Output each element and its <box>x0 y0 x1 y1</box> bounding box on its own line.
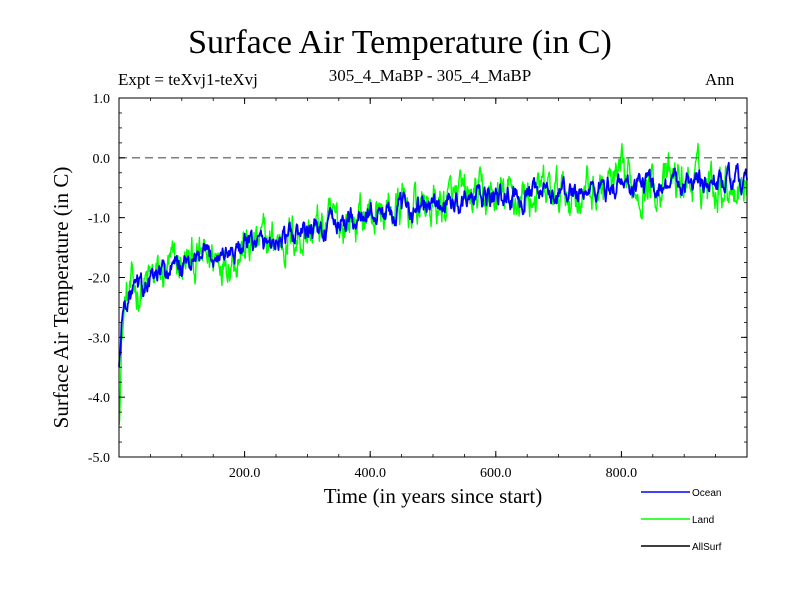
legend-label-allsurf: AllSurf <box>692 542 722 553</box>
x-tick-label: 600.0 <box>480 466 512 481</box>
legend-label-land: Land <box>692 515 714 526</box>
y-tick-label: 1.0 <box>93 92 111 107</box>
x-axis-label: Time (in years since start) <box>324 484 543 508</box>
y-axis-label: Surface Air Temperature (in C) <box>49 167 73 429</box>
y-tick-label: -2.0 <box>88 272 110 287</box>
legend-label-ocean: Ocean <box>692 488 721 499</box>
y-tick-label: 0.0 <box>93 152 111 167</box>
period-label: Ann <box>705 70 735 89</box>
x-tick-label: 800.0 <box>606 466 638 481</box>
page-title: Surface Air Temperature (in C) <box>188 24 612 61</box>
y-tick-label: -1.0 <box>88 212 110 227</box>
y-tick-label: -4.0 <box>88 391 110 406</box>
plot-frame <box>118 97 748 458</box>
x-tick-label: 200.0 <box>229 466 261 481</box>
y-tick-label: -3.0 <box>88 331 110 346</box>
series-line-ocean <box>118 161 748 368</box>
legend: Ocean Land AllSurf <box>641 488 722 553</box>
y-tick-label: -5.0 <box>88 451 110 466</box>
chart-subtitle: 305_4_MaBP - 305_4_MaBP <box>328 66 532 85</box>
experiment-label: Expt = teXvj1-teXvj <box>118 70 258 89</box>
x-tick-label: 400.0 <box>354 466 386 481</box>
